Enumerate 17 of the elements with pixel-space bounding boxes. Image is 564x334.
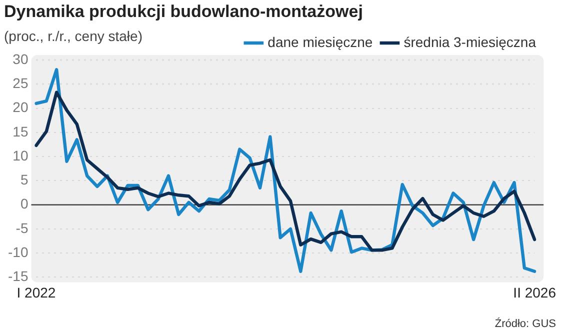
y-tick-label: 10 bbox=[12, 147, 28, 164]
x-tick-label: II 2026 bbox=[513, 284, 556, 300]
y-tick-label: 5 bbox=[20, 172, 28, 188]
chart-subtitle: (proc., r./r., ceny stałe) bbox=[4, 28, 142, 44]
text: Źródło: GUS bbox=[494, 318, 556, 330]
x-tick-label: I 2022 bbox=[16, 284, 56, 300]
y-tick-label: 20 bbox=[12, 99, 28, 116]
y-tick-label: 30 bbox=[12, 50, 28, 67]
legend-label: średnia 3-miesięczna bbox=[404, 34, 536, 50]
y-tick-label: -10 bbox=[8, 244, 28, 260]
legend-label: dane miesięczne bbox=[268, 34, 373, 50]
y-tick-label: 15 bbox=[12, 123, 28, 140]
y-tick-label: -15 bbox=[8, 268, 28, 284]
chart-title: Dynamika produkcji budowlano-montażowej bbox=[4, 2, 363, 22]
y-tick-label: 0 bbox=[20, 196, 28, 212]
y-tick-label: -5 bbox=[16, 220, 28, 236]
y-tick-label: 25 bbox=[12, 74, 28, 91]
